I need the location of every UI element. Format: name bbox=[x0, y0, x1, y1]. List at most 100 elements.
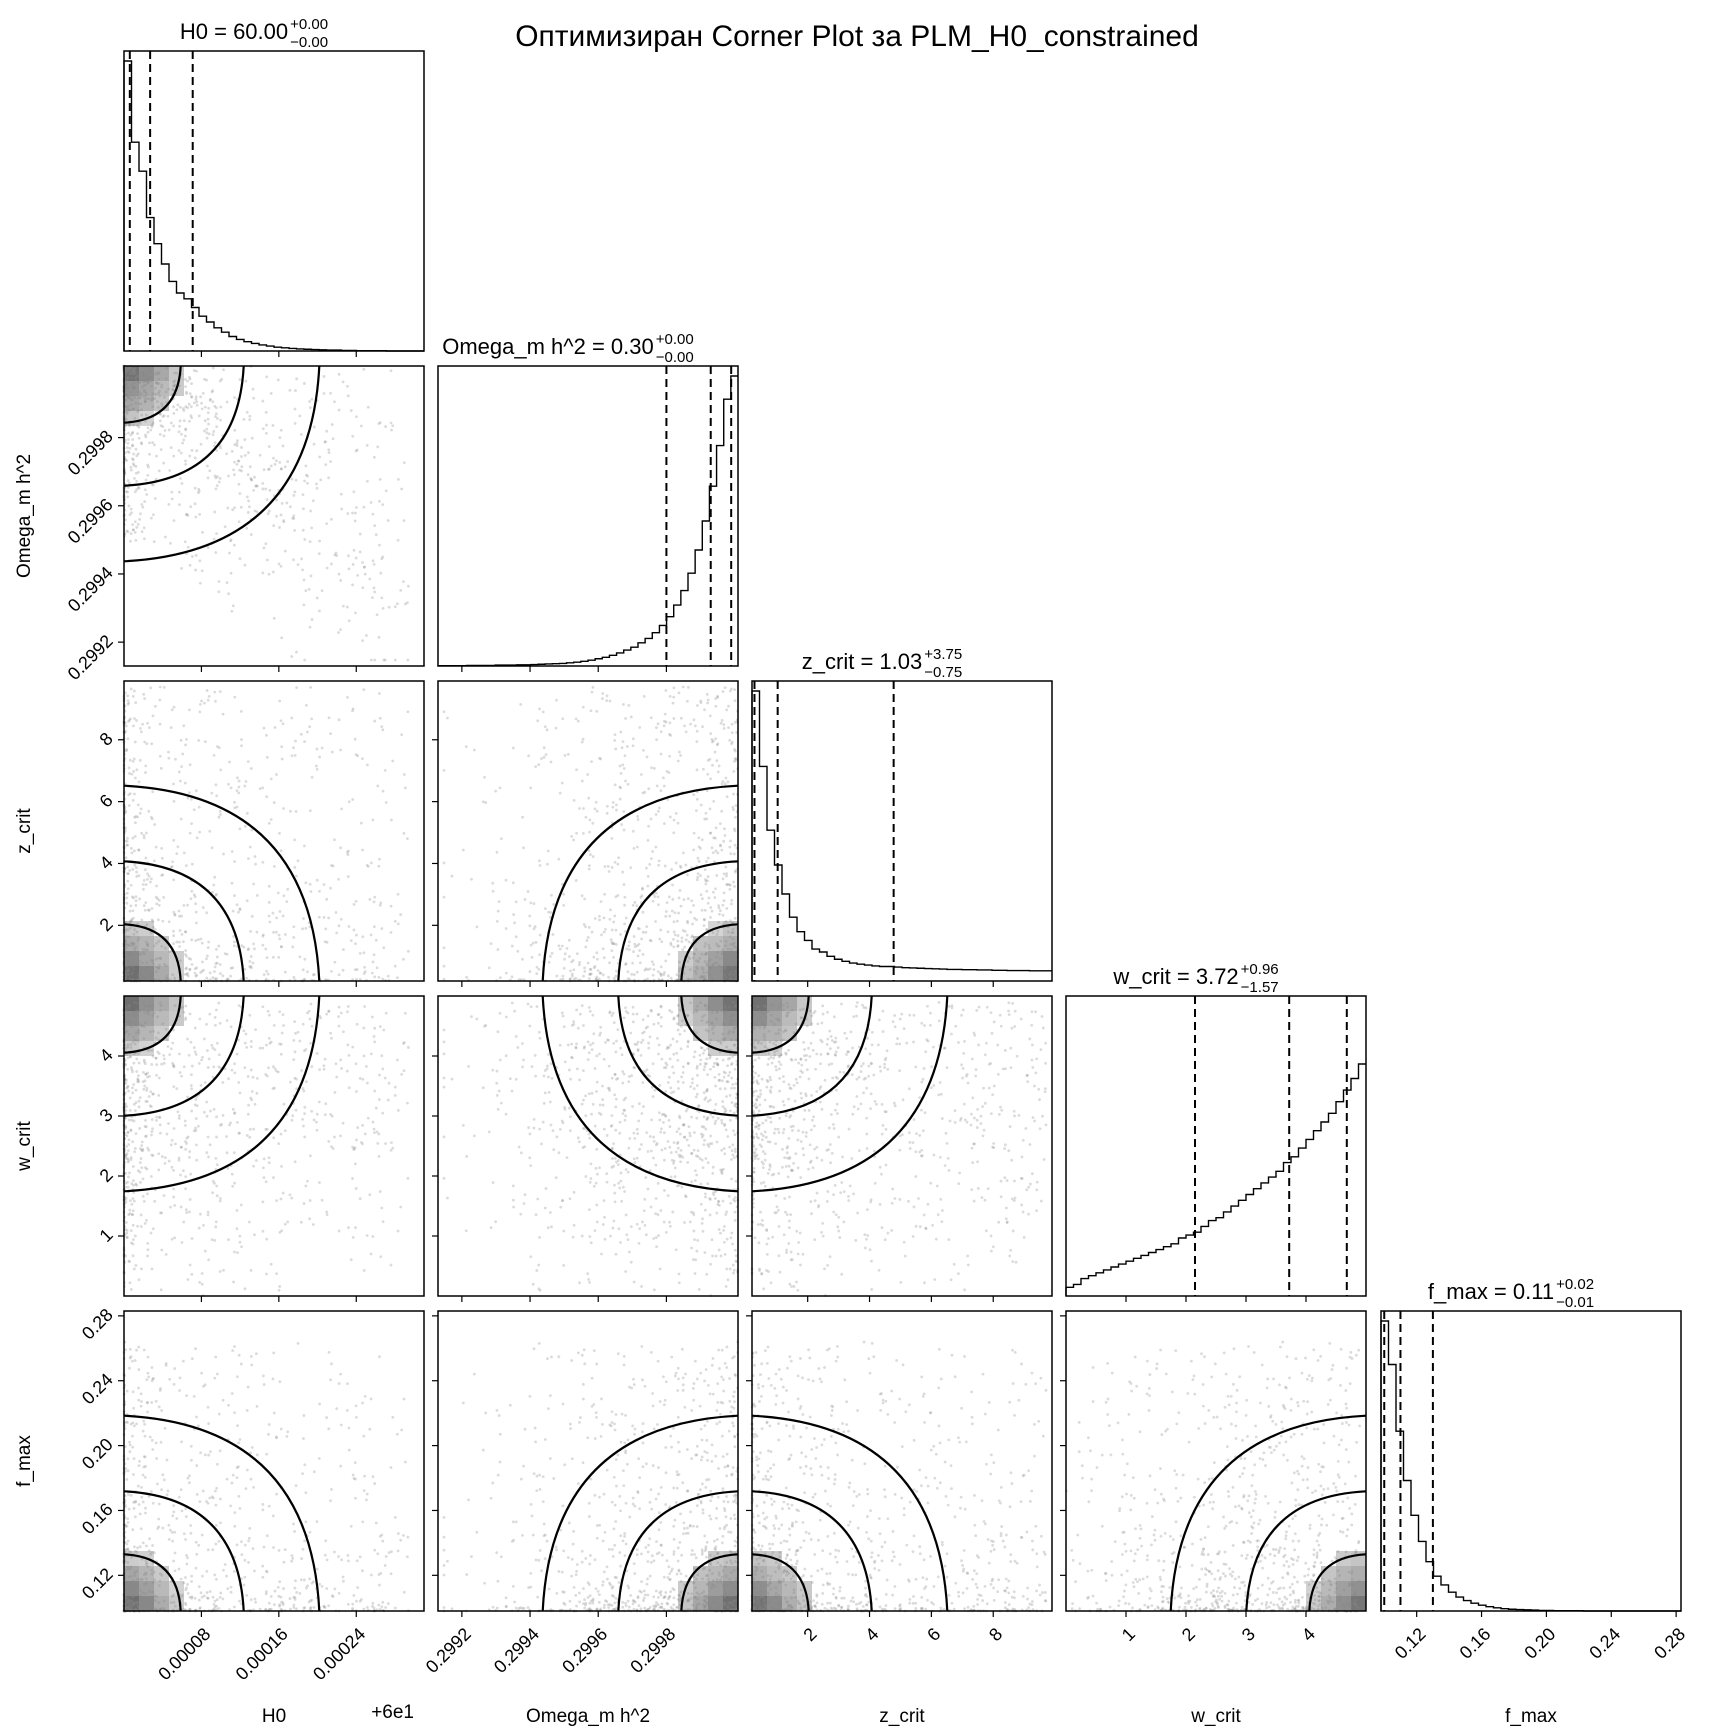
sample-point bbox=[720, 809, 724, 813]
sample-point bbox=[142, 377, 146, 381]
sample-point bbox=[200, 699, 203, 703]
sample-point bbox=[1034, 1010, 1038, 1014]
sample-point bbox=[126, 369, 130, 373]
sample-point bbox=[733, 749, 737, 753]
sample-point bbox=[140, 831, 144, 835]
sample-point bbox=[301, 927, 304, 931]
sample-point bbox=[545, 1067, 549, 1071]
sample-point bbox=[725, 1080, 729, 1083]
sample-point bbox=[194, 553, 198, 557]
sample-point bbox=[633, 1137, 637, 1140]
sample-point bbox=[197, 487, 201, 491]
sample-point bbox=[139, 1180, 142, 1184]
sample-point bbox=[188, 1155, 191, 1159]
sample-point bbox=[167, 750, 170, 754]
sample-point bbox=[261, 571, 265, 575]
sample-point bbox=[571, 1235, 575, 1239]
sample-point bbox=[676, 821, 680, 825]
sample-point bbox=[349, 1258, 353, 1262]
sample-point bbox=[618, 1131, 622, 1135]
sample-point bbox=[504, 1054, 508, 1058]
sample-point bbox=[133, 821, 137, 825]
sample-point bbox=[331, 437, 335, 441]
sample-point bbox=[125, 747, 128, 751]
sample-point bbox=[356, 754, 360, 758]
sample-point bbox=[233, 806, 237, 810]
sample-point bbox=[677, 896, 681, 900]
sample-point bbox=[136, 1080, 139, 1084]
sample-point bbox=[656, 1021, 660, 1025]
sample-point bbox=[686, 699, 689, 703]
sample-point bbox=[733, 1067, 737, 1071]
sample-point bbox=[128, 960, 132, 964]
sample-point bbox=[694, 971, 698, 975]
sample-point bbox=[315, 486, 319, 490]
sample-point bbox=[511, 1198, 515, 1202]
sample-point bbox=[233, 1062, 236, 1066]
density-cell bbox=[139, 396, 154, 411]
sample-point bbox=[262, 726, 266, 730]
sample-point bbox=[133, 928, 136, 931]
density-cell bbox=[124, 366, 139, 381]
sample-point bbox=[589, 1241, 593, 1245]
sample-point bbox=[254, 862, 257, 866]
sample-point bbox=[729, 1201, 732, 1205]
sample-point bbox=[710, 909, 714, 913]
sample-point bbox=[686, 919, 689, 923]
density-cell bbox=[723, 966, 738, 981]
sample-point bbox=[205, 464, 209, 468]
sample-point bbox=[619, 786, 622, 790]
sample-point bbox=[278, 461, 282, 464]
sample-point bbox=[632, 1131, 636, 1135]
sample-point bbox=[269, 1262, 273, 1266]
panel-frame bbox=[123, 365, 425, 667]
sample-point bbox=[128, 369, 132, 373]
sample-point bbox=[131, 978, 135, 981]
sample-point bbox=[165, 975, 169, 978]
sample-point bbox=[671, 701, 675, 705]
sample-point bbox=[577, 963, 581, 967]
sample-point bbox=[131, 1086, 134, 1090]
sample-point bbox=[130, 1213, 134, 1216]
sample-point bbox=[155, 970, 158, 974]
sample-point bbox=[619, 933, 622, 936]
sample-point bbox=[519, 1212, 523, 1216]
sample-point bbox=[402, 580, 405, 584]
sample-point bbox=[194, 939, 198, 942]
sample-point bbox=[611, 805, 615, 809]
sample-point bbox=[132, 463, 136, 467]
sample-point bbox=[325, 1012, 328, 1016]
sample-point bbox=[347, 554, 350, 558]
sample-point bbox=[213, 441, 217, 445]
sample-point bbox=[363, 572, 367, 576]
sample-point bbox=[208, 971, 212, 975]
sample-point bbox=[725, 907, 729, 910]
sample-point bbox=[158, 963, 161, 967]
sample-point bbox=[636, 926, 640, 930]
sample-point bbox=[146, 381, 149, 385]
sample-point bbox=[351, 1045, 355, 1049]
sample-point bbox=[150, 1048, 154, 1052]
sample-point bbox=[537, 968, 541, 971]
sample-point bbox=[656, 722, 660, 726]
sample-point bbox=[149, 877, 153, 881]
sample-point bbox=[622, 1072, 626, 1076]
sample-point bbox=[131, 458, 135, 462]
sample-point bbox=[127, 793, 131, 797]
sample-point bbox=[772, 1105, 776, 1109]
sample-point bbox=[144, 771, 147, 774]
sample-point bbox=[292, 514, 296, 518]
y-tick-label: 3 bbox=[96, 1105, 117, 1126]
sample-point bbox=[144, 478, 148, 482]
sample-point bbox=[701, 725, 704, 729]
sample-point bbox=[280, 945, 283, 949]
sample-point bbox=[250, 1098, 254, 1102]
sample-point bbox=[399, 588, 403, 592]
sample-point bbox=[189, 1084, 193, 1087]
sample-point bbox=[228, 551, 231, 555]
sample-point bbox=[891, 1187, 895, 1191]
sample-point bbox=[353, 519, 357, 523]
sample-point bbox=[134, 866, 138, 870]
sample-point bbox=[138, 1008, 142, 1012]
sample-point bbox=[278, 910, 282, 913]
